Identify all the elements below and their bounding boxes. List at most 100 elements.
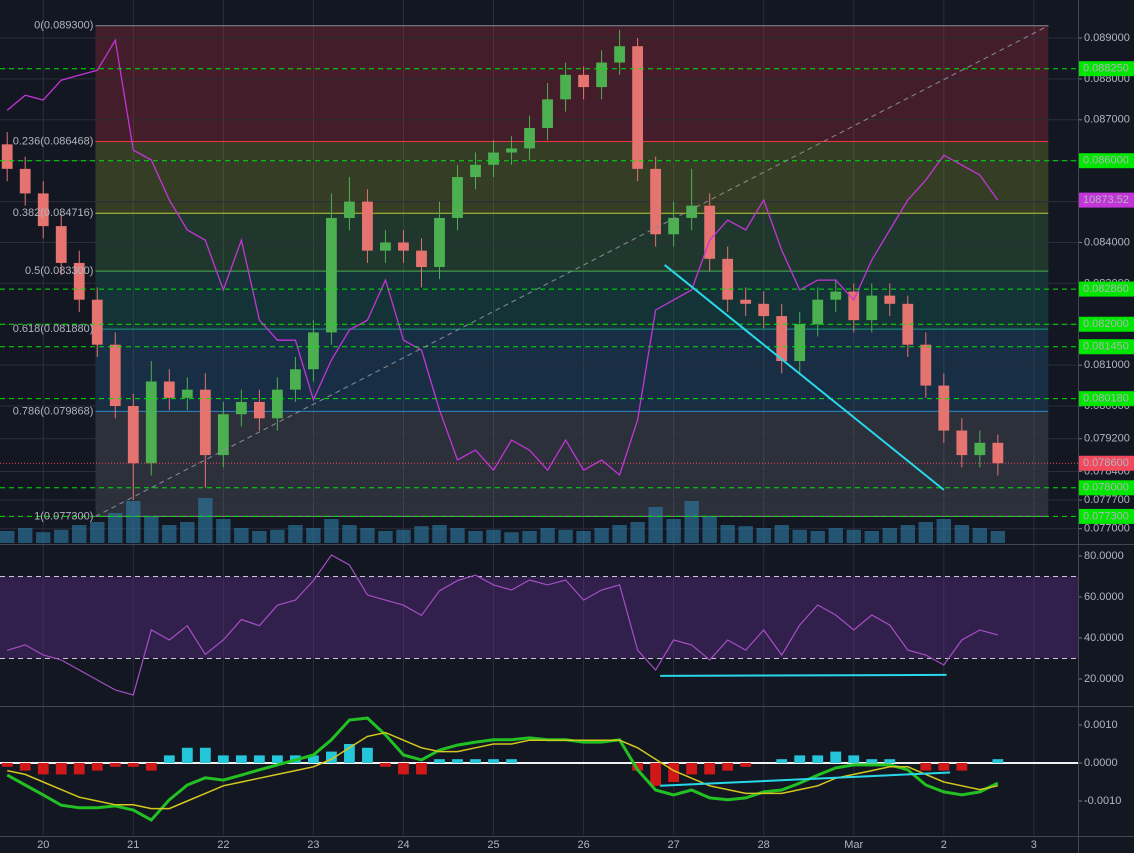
level-label: 0.082000 (1083, 318, 1129, 330)
candle-body (884, 295, 896, 304)
x-tick-label: 24 (397, 839, 409, 851)
fib-label: 0.618(0.081880) (13, 323, 94, 335)
histogram-bar (326, 751, 337, 763)
histogram-bar (181, 747, 193, 763)
x-tick-label: 28 (758, 839, 770, 851)
level-label: 0.086000 (1083, 155, 1129, 167)
volume-bar (36, 532, 51, 543)
x-tick-label: 23 (307, 839, 319, 851)
histogram-bar (848, 755, 860, 763)
volume-bar (954, 525, 970, 543)
volume-bar (108, 513, 123, 543)
histogram-bar (109, 762, 121, 767)
volume-bar (828, 528, 843, 543)
candle-body (380, 242, 391, 251)
candle-body (992, 442, 1004, 464)
last-price-box (1079, 455, 1134, 471)
fib-zone (95, 141, 1049, 214)
histogram-bar (217, 755, 229, 763)
pane (0, 554, 1078, 696)
y-tick-label: 0.077000 (1084, 523, 1130, 535)
histogram-bar (253, 755, 265, 763)
histogram-bar (235, 755, 247, 763)
candle-body (91, 299, 103, 345)
volume-bar (378, 531, 393, 543)
fib-label: 0.236(0.086468) (13, 135, 94, 147)
candle-body (145, 381, 157, 464)
histogram-bar (398, 762, 409, 775)
candle-body (758, 303, 770, 317)
volume-bar (54, 529, 69, 543)
band-fill (0, 576, 1078, 659)
volume-bar (0, 531, 15, 543)
volume-bar (648, 507, 663, 543)
histogram-bar (488, 759, 499, 763)
volume-bar (882, 528, 897, 543)
volume-bar (576, 531, 591, 543)
volume-bar (306, 528, 321, 543)
candle-body (704, 205, 716, 259)
histogram-bar (470, 759, 481, 763)
candle-body (920, 344, 932, 386)
histogram-bar (938, 762, 950, 771)
volume-bar (666, 519, 681, 543)
histogram-bar (650, 762, 662, 786)
candle-body (938, 385, 950, 431)
y-tick-label: 80.0000 (1084, 550, 1124, 562)
candle-body (668, 217, 680, 235)
candle-body (326, 217, 337, 333)
trend-line (660, 673, 947, 677)
candle-body (217, 414, 229, 456)
histogram-bar (740, 762, 752, 767)
signal-line (7, 731, 998, 810)
y-tick-label: 40.0000 (1084, 632, 1124, 644)
fib-zone (95, 411, 1049, 517)
candle-body (37, 193, 49, 227)
volume-bar (684, 501, 699, 543)
volume-bar (288, 525, 303, 543)
histogram-bar (668, 762, 680, 782)
histogram-bar (19, 762, 31, 771)
histogram-bar (794, 755, 806, 763)
candle-body (974, 442, 986, 456)
volume-bar (414, 526, 429, 543)
volume-bar (270, 529, 285, 543)
volume-bar (972, 528, 988, 543)
histogram-bar (199, 747, 211, 763)
candle-body (308, 332, 319, 370)
overlay-line (6, 38, 999, 477)
candle-body (181, 389, 193, 398)
candle-body (506, 148, 517, 153)
level-label-box (1079, 391, 1134, 407)
histogram-bar (920, 762, 932, 771)
histogram-bar (704, 762, 716, 775)
volume-bar (630, 522, 645, 543)
histogram-bar (956, 762, 968, 771)
volume-bar (18, 528, 33, 543)
candle-body (488, 152, 499, 165)
candle-body (73, 262, 85, 300)
level-label-box (1079, 316, 1134, 332)
candle-body (794, 324, 806, 362)
level-label-box (1079, 480, 1134, 496)
volume-bar (846, 529, 861, 543)
histogram-bar (884, 759, 896, 763)
y-tick-label: 60.0000 (1084, 591, 1124, 603)
candle-body (542, 99, 553, 128)
candle-body (1, 144, 13, 169)
volume-bar (810, 531, 825, 543)
level-label: 0.080180 (1083, 393, 1129, 405)
histogram-bar (632, 762, 644, 771)
volume-bar (180, 522, 195, 543)
volume-bar (324, 519, 339, 543)
candle-body (470, 164, 481, 178)
candle-body (956, 430, 968, 456)
volume-bar (144, 516, 159, 543)
candle-body (866, 295, 878, 321)
histogram-bar (866, 759, 878, 763)
candle-body (199, 389, 211, 456)
level-label-box (1079, 508, 1134, 524)
x-tick-label: 22 (217, 839, 229, 851)
candle-body (434, 217, 445, 268)
histogram-bar (776, 759, 788, 763)
